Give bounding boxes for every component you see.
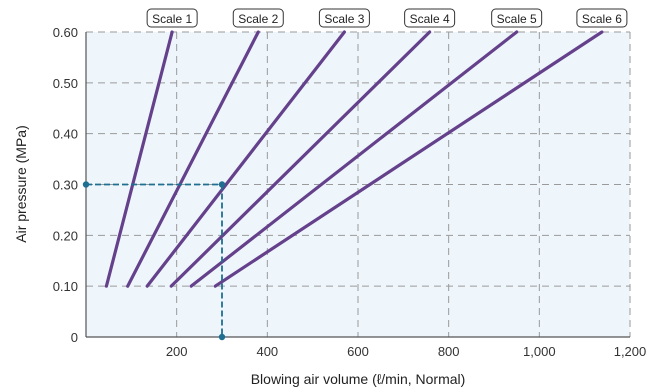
series-label: Scale 4 [410, 12, 450, 26]
series-line [189, 30, 519, 288]
y-tick-label: 0.40 [53, 127, 78, 142]
series-label-box [318, 8, 370, 28]
y-axis-title: Air pressure (MPa) [13, 125, 29, 242]
series-label: Scale 5 [497, 12, 537, 26]
x-tick-label: 600 [347, 344, 369, 359]
series-lines [104, 30, 604, 288]
x-tick-label: 1,200 [614, 344, 647, 359]
y-tick-label: 0.10 [53, 279, 78, 294]
series-label-box [576, 8, 628, 28]
tick-labels: 200 400 600 800 1,000 1,200 0 0.10 0.20 0.30 0.40 0… [53, 25, 647, 359]
series-label: Scale 1 [152, 12, 192, 26]
y-tick-label: 0 [71, 330, 78, 345]
x-tick-label: 800 [438, 344, 460, 359]
x-axis-title: Blowing air volume (ℓ/min, Normal) [251, 371, 466, 387]
annotation-point-y [82, 181, 90, 188]
series-labels: Scale 1 Scale 2 Scale 3 Scale 4 Scale 5 Scale… [146, 8, 628, 28]
x-tick-label: 200 [166, 344, 188, 359]
series-label-box [404, 8, 456, 28]
series-label: Scale 3 [324, 12, 364, 26]
series-label-box [232, 8, 284, 28]
series-label: Scale 6 [582, 12, 622, 26]
series-line [213, 30, 604, 288]
series-line [104, 30, 174, 288]
grid-lines [86, 31, 631, 337]
x-tick-label: 400 [256, 344, 278, 359]
series-label-box [146, 8, 198, 28]
series-line [126, 30, 260, 288]
annotation-point-x [218, 333, 226, 341]
y-tick-label: 0.50 [53, 76, 78, 91]
annotation [82, 181, 226, 341]
y-tick-label: 0.20 [53, 228, 78, 243]
series-label-box [491, 8, 543, 28]
x-tick-label: 1,000 [523, 344, 556, 359]
y-tick-label: 0.60 [53, 25, 78, 40]
series-line [169, 30, 432, 288]
y-tick-label: 0.30 [53, 178, 78, 193]
annotation-point [218, 181, 226, 188]
series-label: Scale 2 [238, 12, 278, 26]
series-line [145, 30, 346, 288]
